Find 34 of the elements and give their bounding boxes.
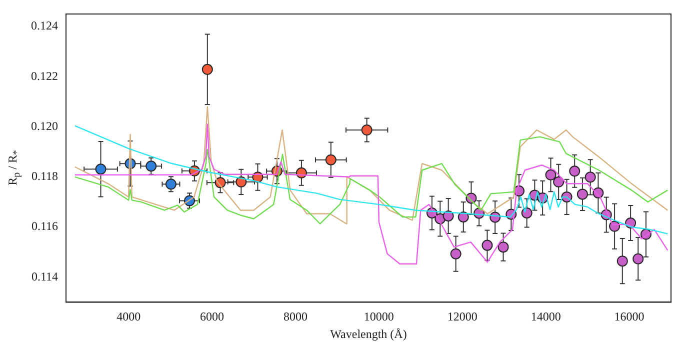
point (521, 207, 532, 218)
x-tick-label: 10000 (364, 310, 394, 324)
point (165, 178, 176, 190)
y-tick-label: 0.122 (31, 68, 58, 83)
x-tick-label: 4000 (116, 310, 141, 324)
point (545, 169, 556, 180)
point (146, 160, 157, 172)
x-tick-label: 14000 (530, 310, 561, 324)
y-tick-label: 0.120 (31, 118, 58, 133)
point (482, 240, 493, 251)
point (616, 256, 628, 267)
point (553, 176, 564, 188)
point (576, 188, 588, 200)
point (236, 176, 247, 188)
point (202, 64, 213, 75)
point (458, 211, 469, 222)
y-tick-label: 0.116 (31, 219, 58, 234)
point (361, 124, 372, 136)
point (584, 172, 596, 183)
x-axis-title: Wavelength (Å) (330, 326, 407, 341)
point (95, 164, 106, 175)
point (325, 154, 336, 166)
x-tick-label: 16000 (614, 310, 644, 324)
x-tick-label: 12000 (447, 310, 478, 324)
y-tick-label: 0.118 (31, 169, 58, 184)
y-tick-label: 0.124 (31, 18, 58, 33)
point (569, 166, 580, 177)
point (442, 210, 454, 222)
point (450, 248, 462, 260)
y-tick-label: 0.114 (31, 269, 58, 284)
point (632, 253, 644, 264)
x-tick-label: 6000 (200, 310, 224, 324)
point (498, 242, 509, 253)
x-tick-label: 8000 (283, 310, 308, 324)
